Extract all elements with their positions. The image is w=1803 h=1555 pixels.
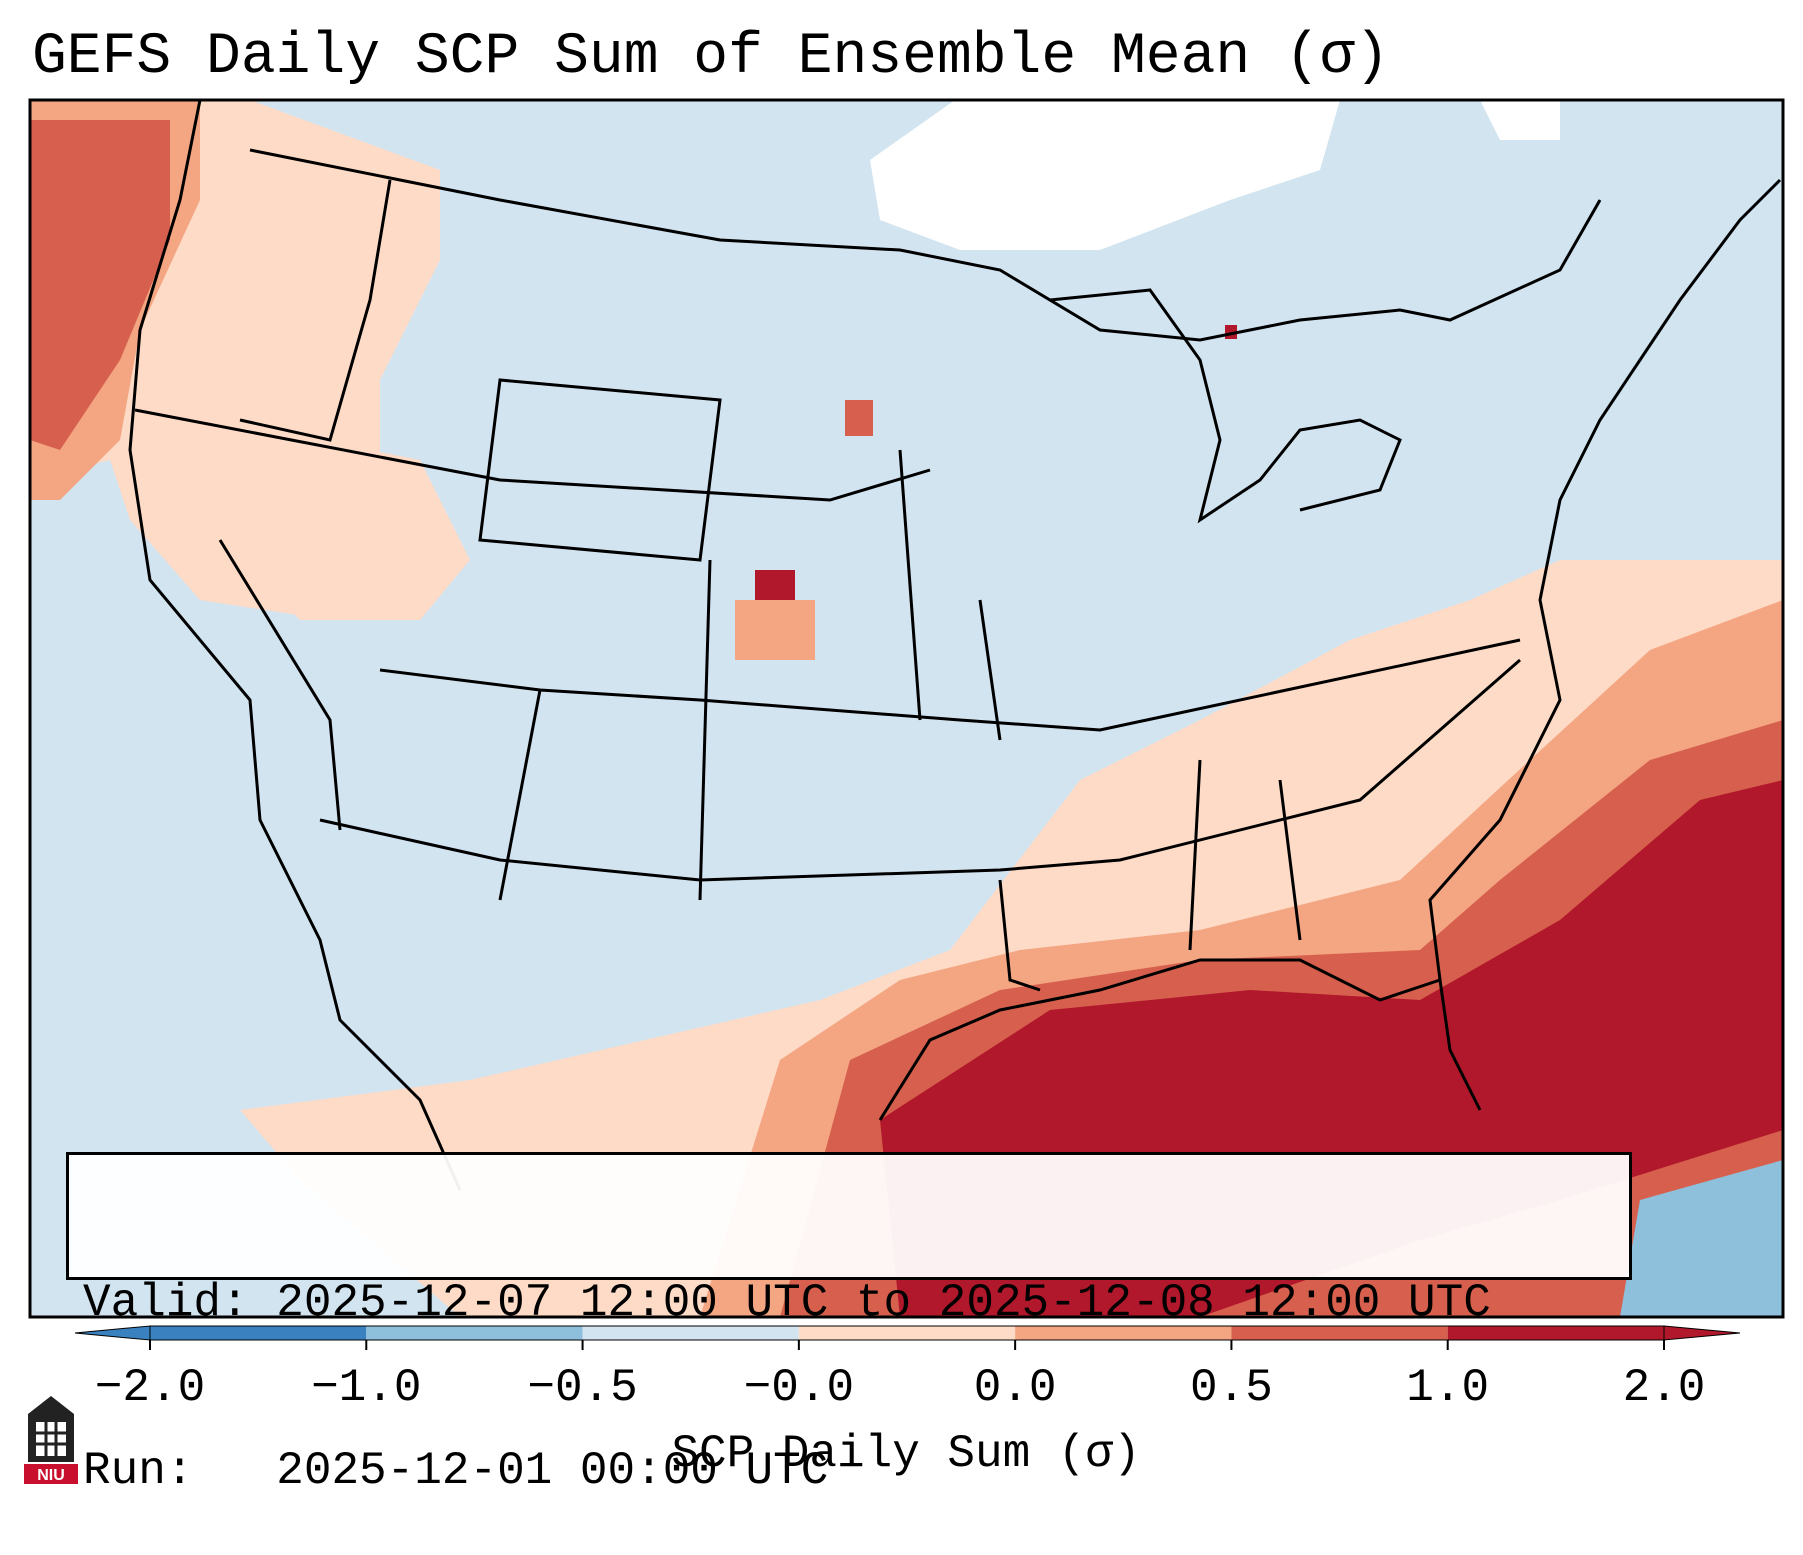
run-time: Run: 2025-12-01 00:00 UTC [83,1445,829,1497]
valid-time: Valid: 2025-12-07 12:00 UTC to 2025-12-0… [83,1277,1491,1329]
logo-text: NIU [37,1467,65,1484]
colorbar-segment [366,1326,583,1340]
near-zero-region [870,100,1340,250]
colorbar-label: SCP Daily Sum (σ) [671,1428,1141,1480]
colorbar-segment [1447,1326,1664,1340]
colorbar-segment [1231,1326,1448,1340]
west-coast [128,100,462,1191]
university-tower-logo: NIU [24,1396,78,1484]
map [28,98,1785,1350]
colorbar-tick-label: −0.0 [743,1362,855,1414]
colorbar-tick-label: 0.0 [973,1362,1057,1414]
colorbar-tick-label: −2.0 [94,1362,206,1414]
colorbar [74,1325,1741,1350]
page-title: GEFS Daily SCP Sum of Ensemble Mean (σ) [32,25,1390,90]
colorbar-segment [582,1326,799,1340]
us-canada-border [249,148,1602,342]
great-lakes [1049,288,1402,524]
colorbar-segment [1015,1326,1232,1340]
info-box: Valid: 2025-12-07 12:00 UTC to 2025-12-0… [66,1152,1632,1497]
map-border [28,98,1785,1319]
east-coast [1428,178,1782,981]
colorbar-extend-high [1663,1325,1741,1341]
colorbar-tick-label: 0.5 [1190,1362,1273,1414]
colorbar-border [149,1325,1665,1341]
colorbar-segment [798,1326,1016,1340]
colorbar-tick-label: −0.5 [527,1362,638,1414]
colorbar-segment [150,1326,367,1340]
colorbar-tick-label: 2.0 [1622,1362,1706,1414]
gulf-coast [878,958,1482,1121]
colorbar-tick-label: 1.0 [1406,1362,1490,1414]
colorbar-tick-label: −1.0 [311,1362,422,1414]
